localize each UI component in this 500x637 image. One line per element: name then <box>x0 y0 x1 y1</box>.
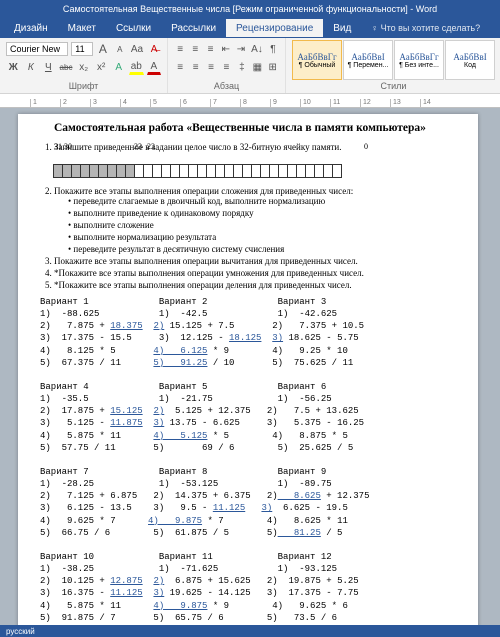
superscript-icon[interactable]: x² <box>94 59 109 75</box>
change-case-icon[interactable]: Aa <box>130 41 144 57</box>
font-color-icon[interactable]: A <box>147 59 162 75</box>
styles-group: АаБбВвГг ¶ Обычный АаБбВвІ ¶ Перемен... … <box>286 38 500 93</box>
page[interactable]: Самостоятельная работа «Вещественные чис… <box>18 114 478 635</box>
align-left-icon[interactable]: ≡ <box>174 59 186 75</box>
style-sample: АаБбВвІ <box>453 52 486 62</box>
ruler[interactable]: 1 2 3 4 5 6 7 8 9 10 11 12 13 14 <box>0 94 500 108</box>
styles-gallery[interactable]: АаБбВвГг ¶ Обычный АаБбВвІ ¶ Перемен... … <box>292 40 495 80</box>
bit-label: 30 <box>64 142 72 151</box>
ruler-tick: 5 <box>150 99 180 107</box>
highlight-icon[interactable]: ab <box>129 59 144 75</box>
task-2b: выполните приведение к одинаковому поряд… <box>68 208 456 218</box>
text-effects-icon[interactable]: A <box>111 59 126 75</box>
tab-layout[interactable]: Макет <box>58 19 106 37</box>
font-name-select[interactable]: Courier New <box>6 42 68 56</box>
style-sample: АаБбВвГг <box>399 52 438 62</box>
clear-format-icon[interactable]: A̶ <box>147 41 161 57</box>
ruler-tick: 8 <box>240 99 270 107</box>
tab-design[interactable]: Дизайн <box>4 19 58 37</box>
numbering-icon[interactable]: ≡ <box>189 41 201 57</box>
style-sample: АаБбВвГг <box>297 52 336 62</box>
strike-icon[interactable]: abc <box>59 59 74 75</box>
line-spacing-icon[interactable]: ‡ <box>236 59 248 75</box>
paragraph-group: ≡ ≡ ≡ ⇤ ⇥ A↓ ¶ ≡ ≡ ≡ ≡ ‡ ▦ ⊞ Абзац <box>168 38 286 93</box>
style-normal[interactable]: АаБбВвГг ¶ Обычный <box>292 40 342 80</box>
indent-inc-icon[interactable]: ⇥ <box>235 41 247 57</box>
ruler-tick: 13 <box>390 99 420 107</box>
style-code[interactable]: АаБбВвІ Код <box>445 40 495 80</box>
grow-font-icon[interactable]: A <box>96 41 110 57</box>
para-group-label: Абзац <box>174 81 279 93</box>
style-sample: АаБбВвІ <box>351 52 384 62</box>
style-name: ¶ Перемен... <box>348 62 389 69</box>
ruler-tick: 2 <box>60 99 90 107</box>
style-name: ¶ Обычный <box>299 62 336 69</box>
underline-icon[interactable]: Ч <box>41 59 56 75</box>
task-list: Запишите приведенное в задании целое чис… <box>54 142 456 290</box>
ruler-tick: 12 <box>360 99 390 107</box>
task-2: Покажите все этапы выполнения операции с… <box>54 186 456 254</box>
align-center-icon[interactable]: ≡ <box>189 59 201 75</box>
task-4: *Покажите все этапы выполнения операции … <box>54 268 456 278</box>
variants-table: Вариант 1 Вариант 2 Вариант 3 1) -88.625… <box>40 296 456 624</box>
task-5: *Покажите все этапы выполнения операции … <box>54 280 456 290</box>
ruler-tick: 1 <box>30 99 60 107</box>
bit-label: 31 <box>54 142 62 151</box>
subscript-icon[interactable]: x₂ <box>76 59 91 75</box>
tell-me-label: Что вы хотите сделать? <box>381 23 481 33</box>
bit-label: 23 <box>134 142 142 151</box>
bit-label: 22 <box>147 142 155 151</box>
shrink-font-icon[interactable]: A <box>113 41 127 57</box>
sort-icon[interactable]: A↓ <box>250 41 264 57</box>
show-marks-icon[interactable]: ¶ <box>267 41 279 57</box>
bit-cells <box>54 164 456 178</box>
tab-view[interactable]: Вид <box>323 19 361 37</box>
style-name: ¶ Без инте... <box>399 62 439 69</box>
style-variable[interactable]: АаБбВвІ ¶ Перемен... <box>343 40 393 80</box>
bullets-icon[interactable]: ≡ <box>174 41 186 57</box>
multilevel-icon[interactable]: ≡ <box>204 41 216 57</box>
bit-label: 0 <box>364 142 368 151</box>
font-group: Courier New 11 A A Aa A̶ Ж К Ч abc x₂ x²… <box>0 38 168 93</box>
status-bar: русский <box>0 625 500 637</box>
tell-me[interactable]: ♀ Что вы хотите сделать? <box>371 23 480 33</box>
page-title: Самостоятельная работа «Вещественные чис… <box>40 122 456 134</box>
bold-icon[interactable]: Ж <box>6 59 21 75</box>
borders-icon[interactable]: ⊞ <box>267 59 279 75</box>
task-2e: переведите результат в десятичную систем… <box>68 244 456 254</box>
tab-review[interactable]: Рецензирование <box>226 19 323 37</box>
task-2c: выполните сложение <box>68 220 456 230</box>
tab-mailings[interactable]: Рассылки <box>161 19 226 37</box>
task-2d: выполните нормализацию результата <box>68 232 456 242</box>
ruler-tick: 3 <box>90 99 120 107</box>
ruler-tick: 10 <box>300 99 330 107</box>
styles-group-label: Стили <box>292 81 495 93</box>
font-size-select[interactable]: 11 <box>71 42 93 56</box>
italic-icon[interactable]: К <box>24 59 39 75</box>
ruler-tick: 14 <box>420 99 450 107</box>
indent-dec-icon[interactable]: ⇤ <box>220 41 232 57</box>
tab-references[interactable]: Ссылки <box>106 19 161 37</box>
document-area[interactable]: Самостоятельная работа «Вещественные чис… <box>0 108 500 635</box>
align-right-icon[interactable]: ≡ <box>205 59 217 75</box>
task-2a: переведите слагаемые в двоичный код, вып… <box>68 196 456 206</box>
titlebar: Самостоятельная Вещественные числа [Режи… <box>0 0 500 18</box>
ruler-tick: 11 <box>330 99 360 107</box>
task-1: Запишите приведенное в задании целое чис… <box>54 142 456 178</box>
task-2-text: Покажите все этапы выполнения операции с… <box>54 186 353 196</box>
status-language[interactable]: русский <box>6 627 35 636</box>
ruler-tick: 6 <box>180 99 210 107</box>
ribbon: Courier New 11 A A Aa A̶ Ж К Ч abc x₂ x²… <box>0 38 500 94</box>
style-nospacing[interactable]: АаБбВвГг ¶ Без инте... <box>394 40 444 80</box>
ribbon-tabs: Дизайн Макет Ссылки Рассылки Рецензирова… <box>0 18 500 38</box>
ruler-tick: 9 <box>270 99 300 107</box>
ruler-tick: 4 <box>120 99 150 107</box>
style-name: Код <box>464 62 476 69</box>
shading-icon[interactable]: ▦ <box>251 59 263 75</box>
window-title: Самостоятельная Вещественные числа [Режи… <box>63 4 437 14</box>
ruler-tick: 7 <box>210 99 240 107</box>
task-3: Покажите все этапы выполнения операции в… <box>54 256 456 266</box>
font-group-label: Шрифт <box>6 81 161 93</box>
justify-icon[interactable]: ≡ <box>220 59 232 75</box>
